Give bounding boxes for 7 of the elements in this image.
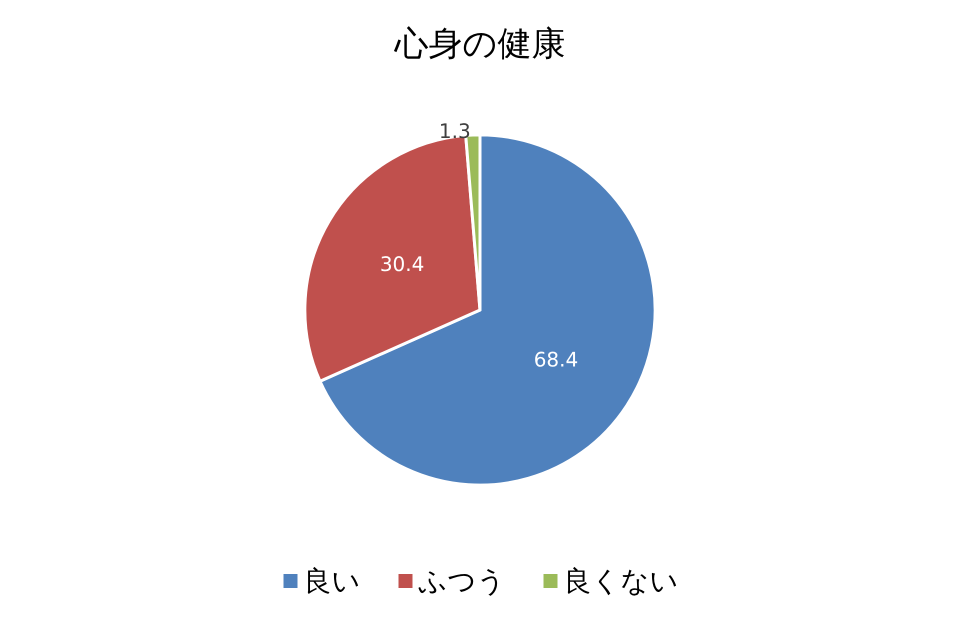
legend-label: 良くない [564, 564, 678, 598]
legend-label: 良い [304, 564, 360, 598]
data-label: 30.4 [380, 252, 424, 276]
data-label: 68.4 [534, 347, 578, 372]
chart-title: 心身の健康 [394, 24, 566, 64]
legend-label: ふつう [418, 564, 506, 598]
data-label: 1.3 [438, 118, 471, 143]
